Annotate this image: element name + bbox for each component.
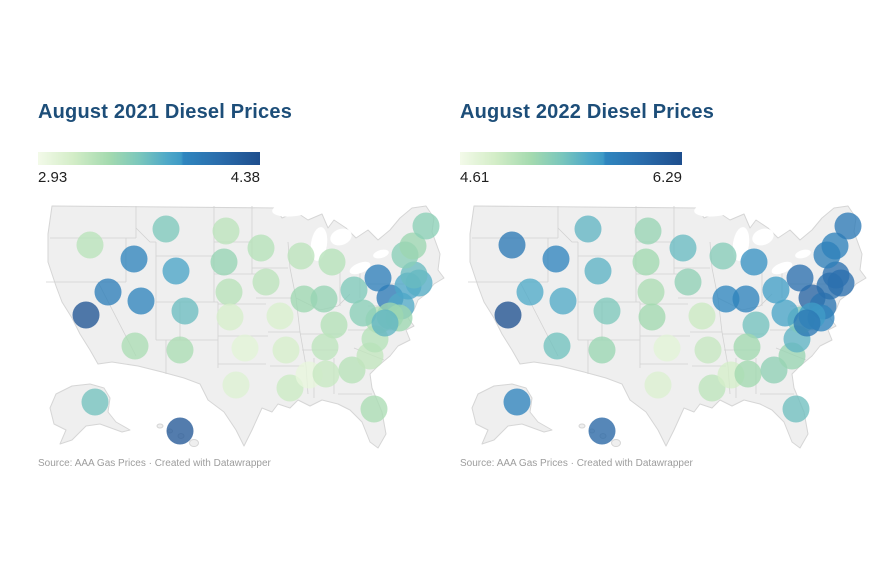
state-symbol-ID[interactable] — [542, 245, 570, 273]
legend-min-label: 4.61 — [460, 169, 490, 186]
state-symbol-LA[interactable] — [698, 374, 726, 402]
state-symbol-KS[interactable] — [638, 303, 666, 331]
state-symbol-MO[interactable] — [688, 302, 716, 330]
state-symbol-IL[interactable] — [712, 285, 740, 313]
state-symbol-IA[interactable] — [674, 268, 702, 296]
state-symbol-KY[interactable] — [742, 311, 770, 339]
state-symbol-AL[interactable] — [734, 360, 762, 388]
state-symbol-NH[interactable] — [399, 232, 427, 260]
legend-max-label: 4.38 — [230, 169, 260, 186]
state-symbol-FL[interactable] — [360, 395, 388, 423]
state-symbol-MT[interactable] — [152, 215, 180, 243]
state-symbol-HI[interactable] — [166, 417, 194, 445]
legend-gradient-bar — [460, 152, 682, 165]
state-symbol-LA[interactable] — [276, 374, 304, 402]
state-symbol-NH[interactable] — [821, 232, 849, 260]
state-symbol-TX[interactable] — [222, 371, 250, 399]
state-symbol-CA[interactable] — [72, 301, 100, 329]
state-symbol-KY[interactable] — [320, 311, 348, 339]
state-symbol-WI[interactable] — [287, 242, 315, 270]
state-symbol-SD[interactable] — [632, 248, 660, 276]
state-symbol-WY[interactable] — [162, 257, 190, 285]
symbols-1 — [494, 212, 862, 445]
state-symbol-DC[interactable] — [793, 309, 821, 337]
state-symbol-NM[interactable] — [588, 336, 616, 364]
color-legend: 2.93 4.38 — [38, 152, 260, 187]
state-symbol-NE[interactable] — [637, 278, 665, 306]
state-symbol-NY[interactable] — [364, 264, 392, 292]
panel-2022: August 2022 Diesel Prices 4.61 6.29 Sour… — [460, 100, 867, 469]
state-symbol-MI[interactable] — [318, 248, 346, 276]
state-symbol-AR[interactable] — [272, 336, 300, 364]
state-symbol-TX[interactable] — [644, 371, 672, 399]
state-symbol-DC[interactable] — [371, 309, 399, 337]
state-symbol-KS[interactable] — [216, 303, 244, 331]
symbols-0 — [72, 212, 440, 445]
legend-max-label: 6.29 — [652, 169, 682, 186]
panel-2021: August 2021 Diesel Prices 2.93 4.38 Sour… — [38, 100, 445, 469]
state-symbol-OH[interactable] — [762, 276, 790, 304]
state-symbol-NM[interactable] — [166, 336, 194, 364]
state-symbol-ND[interactable] — [212, 217, 240, 245]
state-symbol-IN[interactable] — [732, 285, 760, 313]
state-symbol-MN[interactable] — [669, 234, 697, 262]
state-symbol-MO[interactable] — [266, 302, 294, 330]
source-note: Source: AAA Gas Prices · Created with Da… — [460, 458, 693, 469]
state-symbol-OK[interactable] — [653, 334, 681, 362]
us-map-2022 — [467, 196, 867, 449]
state-symbol-MT[interactable] — [574, 215, 602, 243]
state-symbol-NV[interactable] — [516, 278, 544, 306]
state-symbol-CA[interactable] — [494, 301, 522, 329]
state-symbol-FL[interactable] — [782, 395, 810, 423]
state-symbol-WY[interactable] — [584, 257, 612, 285]
state-symbol-OH[interactable] — [340, 276, 368, 304]
state-symbol-AZ[interactable] — [121, 332, 149, 360]
state-symbol-CO[interactable] — [171, 297, 199, 325]
state-symbol-HI[interactable] — [588, 417, 616, 445]
state-symbol-WV[interactable] — [771, 299, 799, 327]
state-symbol-MI[interactable] — [740, 248, 768, 276]
state-symbol-ME[interactable] — [412, 212, 440, 240]
page-title: August 2021 Diesel Prices — [38, 101, 293, 123]
state-symbol-AR[interactable] — [694, 336, 722, 364]
state-symbol-UT[interactable] — [549, 287, 577, 315]
state-symbol-OK[interactable] — [231, 334, 259, 362]
state-symbol-WV[interactable] — [349, 299, 377, 327]
state-symbol-AL[interactable] — [312, 360, 340, 388]
state-symbol-UT[interactable] — [127, 287, 155, 315]
state-symbol-MN[interactable] — [247, 234, 275, 262]
state-symbol-ND[interactable] — [634, 217, 662, 245]
state-symbol-AK[interactable] — [503, 388, 531, 416]
state-symbol-ME[interactable] — [834, 212, 862, 240]
state-symbol-ID[interactable] — [120, 245, 148, 273]
state-symbol-TN[interactable] — [311, 333, 339, 361]
source-note: Source: AAA Gas Prices · Created with Da… — [38, 458, 271, 469]
state-symbol-CO[interactable] — [593, 297, 621, 325]
state-symbol-IA[interactable] — [252, 268, 280, 296]
state-symbol-AK[interactable] — [81, 388, 109, 416]
legend-min-label: 2.93 — [38, 169, 68, 186]
state-symbol-NE[interactable] — [215, 278, 243, 306]
state-symbol-NV[interactable] — [94, 278, 122, 306]
legend-gradient-bar — [38, 152, 260, 165]
us-map-2021 — [45, 196, 445, 449]
state-symbol-IN[interactable] — [310, 285, 338, 313]
state-symbol-AZ[interactable] — [543, 332, 571, 360]
color-legend: 4.61 6.29 — [460, 152, 682, 187]
page-title: August 2022 Diesel Prices — [460, 101, 715, 123]
state-symbol-SD[interactable] — [210, 248, 238, 276]
state-symbol-OR[interactable] — [498, 231, 526, 259]
state-symbol-NY[interactable] — [786, 264, 814, 292]
state-symbol-IL[interactable] — [290, 285, 318, 313]
state-symbol-TN[interactable] — [733, 333, 761, 361]
state-symbol-WI[interactable] — [709, 242, 737, 270]
state-symbol-OR[interactable] — [76, 231, 104, 259]
